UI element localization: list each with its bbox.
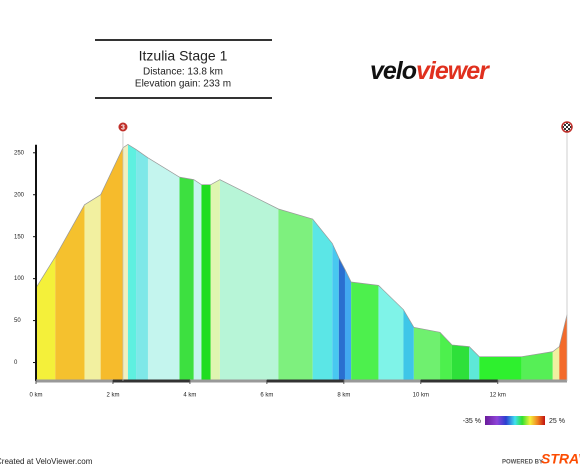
elevation-segment: [84, 194, 101, 381]
elevation-segment: [469, 346, 480, 381]
finish-flag: [561, 121, 573, 133]
x-tick-label: 2 km: [106, 393, 119, 399]
y-tick-label: 200: [14, 192, 25, 198]
legend-min: -35 %: [463, 418, 481, 425]
elevation-segment: [147, 157, 180, 381]
elevation-segment: [193, 179, 202, 381]
y-tick-label: 50: [14, 318, 21, 324]
legend-gradient: [485, 416, 545, 425]
logo-right: viewer: [416, 57, 490, 85]
x-tick-label: 8 km: [337, 393, 350, 399]
footer-left: Created at VeloViewer.com: [0, 457, 93, 466]
elevation-segment: [440, 332, 452, 381]
x-tick-label: 0 km: [29, 393, 42, 399]
marker-label: 3: [121, 124, 125, 131]
elevation-segment: [210, 179, 220, 381]
strava: STRAVA: [541, 451, 580, 467]
logo: veloviewer: [370, 57, 490, 85]
powered-by: POWERED BY: [502, 460, 543, 466]
elevation-segment: [521, 351, 553, 381]
elevation-segment: [351, 281, 379, 381]
distance: Distance: 13.8 km: [143, 67, 223, 78]
elevation-segment: [332, 243, 339, 381]
elevation-segment: [127, 144, 137, 381]
marker: [117, 121, 129, 133]
elevation-segment: [378, 285, 404, 381]
elevation-segment: [552, 346, 560, 381]
elevation-segment: [344, 269, 352, 381]
elevation-segment: [479, 356, 522, 381]
x-tick-label: 6 km: [260, 393, 273, 399]
x-tick-label: 4 km: [183, 393, 196, 399]
elevation-segment: [136, 149, 148, 381]
y-tick-label: 0: [14, 360, 18, 366]
elevation-outline: [35, 143, 568, 358]
y-tick-label: 250: [14, 150, 25, 156]
elevation-segment: [278, 208, 313, 381]
x-tick-label: 10 km: [413, 393, 429, 399]
y-tick-label: 100: [14, 276, 25, 282]
y-tick-label: 150: [14, 234, 25, 240]
elevation-segment: [338, 257, 345, 381]
elevation-segment: [312, 219, 333, 381]
elevation-gain: Elevation gain: 233 m: [135, 79, 231, 90]
legend-max: 25 %: [549, 418, 565, 425]
elevation-segment: [413, 327, 441, 381]
elevation-segment: [559, 314, 567, 381]
elevation-segment: [36, 256, 56, 381]
elevation-segment: [55, 204, 85, 381]
elevation-segment: [179, 177, 194, 381]
x-tick-label: 12 km: [490, 393, 506, 399]
elevation-segment: [100, 147, 123, 381]
elevation-segment: [403, 309, 414, 381]
elevation-segment: [201, 184, 211, 381]
logo-left: velo: [370, 57, 417, 85]
elevation-segment: [219, 179, 279, 381]
elevation-segment: [451, 344, 470, 381]
title: Itzulia Stage 1: [139, 48, 228, 64]
elevation-segment: [122, 144, 128, 381]
